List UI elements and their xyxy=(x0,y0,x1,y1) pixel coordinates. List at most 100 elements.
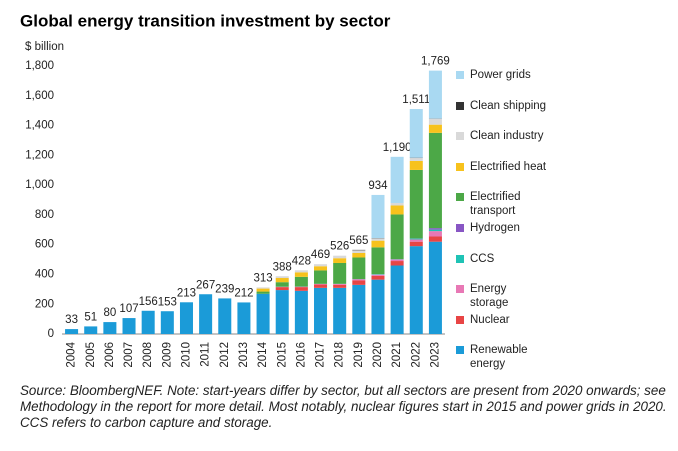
x-tick-label: 2023 xyxy=(429,342,441,368)
bar-segment xyxy=(371,247,385,275)
bar-segment xyxy=(314,284,328,288)
y-tick-label: 1,200 xyxy=(25,149,54,161)
total-label: 388 xyxy=(273,261,292,273)
bar-segment xyxy=(333,287,347,334)
bar-segment xyxy=(199,294,213,334)
x-tick-label: 2017 xyxy=(315,342,327,368)
legend-label: Electrified transport xyxy=(470,191,521,218)
bar-segment xyxy=(409,169,423,239)
bar-segment xyxy=(390,261,404,266)
legend-label: Power grids xyxy=(470,69,531,81)
x-tick-label: 2016 xyxy=(295,342,307,368)
bar-segment xyxy=(314,283,328,285)
total-label: 1,769 xyxy=(421,56,450,68)
bar-segment xyxy=(428,124,442,133)
bar-segment xyxy=(314,270,328,284)
legend-item: Power grids xyxy=(456,68,531,82)
bar-segment xyxy=(218,298,232,334)
y-tick-label: 1,400 xyxy=(25,120,54,132)
legend-label: Energy storage xyxy=(470,283,509,310)
bar-segment xyxy=(390,205,404,215)
bar-segment xyxy=(390,265,404,334)
legend-label: Electrified heat xyxy=(470,160,547,173)
total-label: 212 xyxy=(234,287,253,299)
total-label: 153 xyxy=(158,296,177,308)
total-label: 80 xyxy=(103,307,116,319)
total-label: 51 xyxy=(84,311,97,323)
bar-segment xyxy=(409,158,423,161)
total-label: 107 xyxy=(119,303,138,315)
legend-item: Energy storage xyxy=(456,282,540,310)
x-tick-label: 2009 xyxy=(161,342,173,368)
bar-segment xyxy=(409,160,423,170)
legend-swatch xyxy=(456,101,464,110)
x-tick-label: 2007 xyxy=(123,342,135,368)
legend-item: Electrified transport xyxy=(456,190,540,218)
bar-segment xyxy=(65,329,79,334)
bar-segment xyxy=(141,310,155,334)
total-label: 428 xyxy=(292,255,311,267)
bar-segment xyxy=(275,276,289,279)
total-label: 1,511 xyxy=(402,94,430,106)
x-tick-label: 2012 xyxy=(219,342,231,368)
bar-segment xyxy=(409,109,423,158)
bar-segment xyxy=(428,236,442,242)
x-tick-label: 2006 xyxy=(104,342,116,368)
bar-segment xyxy=(428,241,442,334)
bar-segment xyxy=(409,246,423,334)
legend-item: Electrified heat xyxy=(456,160,546,174)
total-label: 156 xyxy=(139,296,158,308)
bar-segment xyxy=(294,290,308,334)
legend-label: Clean shipping xyxy=(470,99,547,112)
legend-swatch xyxy=(456,193,464,202)
bar-segment xyxy=(294,272,308,277)
bar-segment xyxy=(409,238,423,240)
bar-segment xyxy=(428,118,442,125)
bar-segment xyxy=(84,326,98,334)
legend-label: Nuclear xyxy=(470,313,510,326)
bar-segment xyxy=(371,238,385,241)
x-tick-label: 2004 xyxy=(66,341,78,367)
bar-segment xyxy=(294,276,308,287)
bar-segment xyxy=(371,194,385,239)
bar-segment xyxy=(122,318,136,334)
bar-segment xyxy=(390,259,404,262)
legend-swatch xyxy=(456,132,464,141)
bar-segment xyxy=(352,250,366,254)
bar-segment xyxy=(333,284,347,288)
x-tick-label: 2005 xyxy=(85,342,97,368)
total-label: 469 xyxy=(311,249,330,261)
total-label: 33 xyxy=(65,314,78,326)
y-axis-label: $ billion xyxy=(25,41,64,53)
bar-segment xyxy=(352,279,366,281)
y-tick-label: 600 xyxy=(35,239,54,251)
legend-swatch xyxy=(456,224,464,232)
bar-segment xyxy=(333,255,347,259)
legend-item: Clean shipping xyxy=(456,99,546,113)
chart-title: Global energy transition investment by s… xyxy=(20,11,391,30)
legend-swatch xyxy=(456,71,464,79)
total-label: 1,190 xyxy=(383,142,412,154)
legend-swatch xyxy=(456,162,464,171)
legend-swatch xyxy=(456,285,464,294)
y-tick-label: 0 xyxy=(48,328,54,340)
total-label: 313 xyxy=(253,272,272,284)
bar-segment xyxy=(314,266,328,271)
bar-segment xyxy=(237,302,251,334)
bar-segment xyxy=(390,156,404,203)
bar-segment xyxy=(160,311,174,334)
x-tick-label: 2019 xyxy=(353,342,365,368)
bar-segment xyxy=(256,293,270,334)
x-tick-label: 2010 xyxy=(181,342,193,368)
bar-segment xyxy=(275,282,289,287)
bar-segment xyxy=(371,274,385,276)
x-tick-label: 2021 xyxy=(391,342,403,368)
total-label: 213 xyxy=(177,287,196,299)
legend-item: Nuclear xyxy=(456,313,510,327)
bar-segment xyxy=(333,283,347,285)
y-tick-label: 1,800 xyxy=(25,60,54,72)
bar-segment xyxy=(352,253,366,258)
total-label: 267 xyxy=(196,279,215,291)
bar-segment xyxy=(314,264,328,267)
